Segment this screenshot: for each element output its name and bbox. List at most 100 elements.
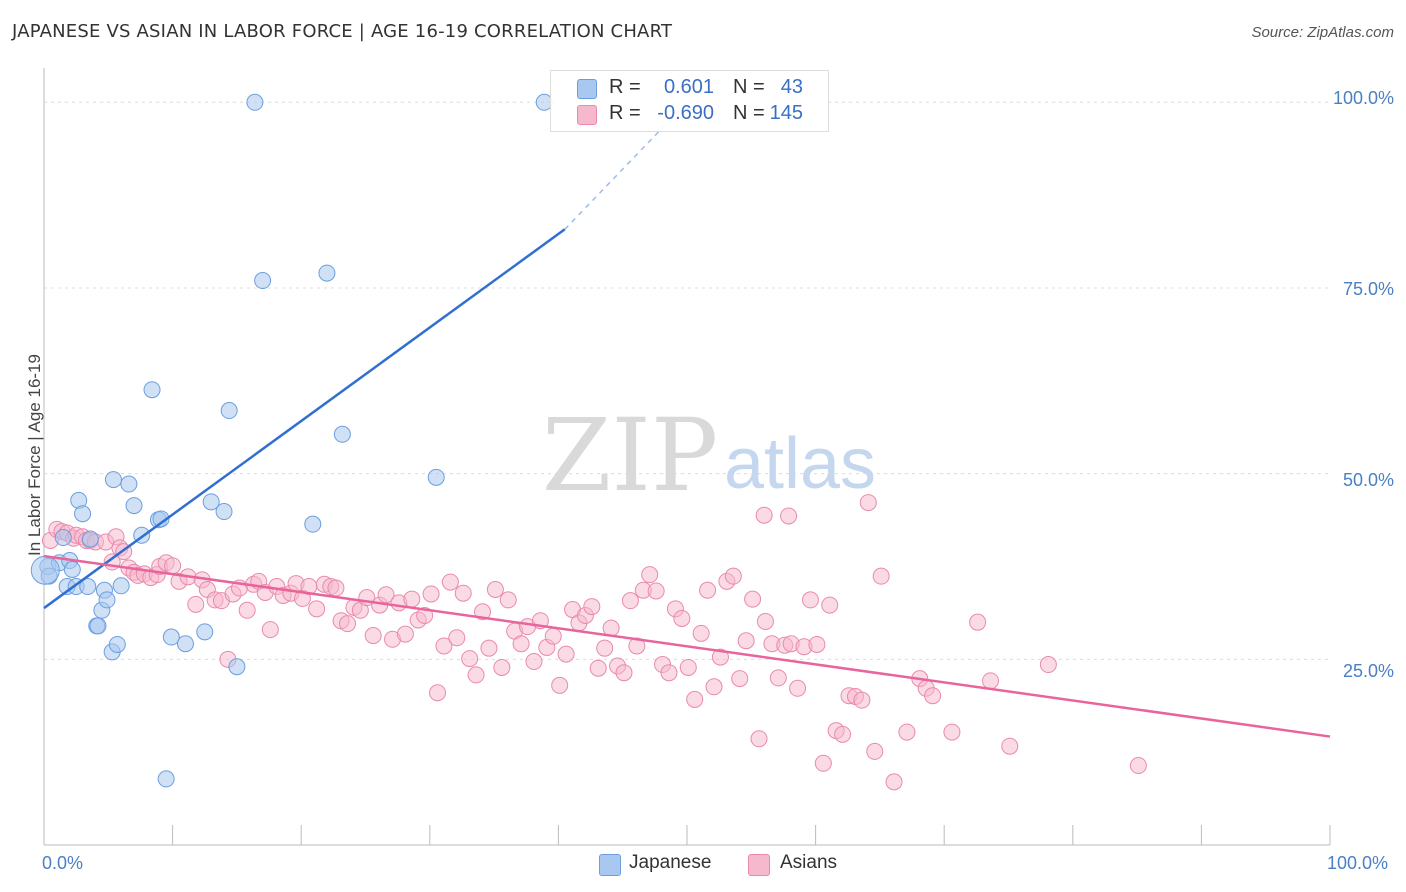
asians-point — [187, 595, 205, 613]
asians-point — [699, 581, 717, 599]
asians-point — [692, 624, 710, 642]
asians-point — [377, 586, 395, 604]
japanese-point — [228, 658, 246, 676]
japanese-point — [202, 493, 220, 511]
asians-swatch — [577, 105, 597, 125]
asians-point — [755, 506, 773, 524]
asians-point — [261, 621, 279, 639]
japanese-point — [108, 635, 126, 653]
japanese-point — [143, 381, 161, 399]
trend-lines — [43, 101, 1331, 738]
japanese-point — [63, 560, 81, 578]
y-tick-50: 50.0% — [1342, 470, 1394, 490]
asians-point — [403, 590, 421, 608]
japanese-point — [89, 617, 107, 635]
asians-point — [724, 567, 742, 585]
asians-point — [1039, 656, 1057, 674]
asians-legend-swatch — [748, 854, 770, 876]
asians-point — [396, 625, 414, 643]
legend-r-value-asians: -0.690 — [657, 102, 714, 124]
japanese-point — [120, 475, 138, 493]
asians-point — [525, 653, 543, 671]
japanese-points — [30, 93, 553, 788]
asians-point — [981, 672, 999, 690]
japanese-point — [112, 577, 130, 595]
asians-point — [737, 632, 755, 650]
y-axis-label: In Labor Force | Age 16-19 — [25, 354, 44, 556]
x-tick-100: 100.0% — [1327, 853, 1389, 873]
asians-point — [898, 723, 916, 741]
asians-point — [711, 648, 729, 666]
legend-n-label: N = — [733, 76, 765, 98]
asians-point — [544, 627, 562, 645]
japanese-point — [162, 628, 180, 646]
asians-point — [448, 629, 466, 647]
asians-point — [731, 670, 749, 688]
asians-point — [364, 627, 382, 645]
asians-point — [454, 584, 472, 602]
japanese-point — [79, 578, 97, 596]
asians-point — [924, 687, 942, 705]
asians-point — [853, 691, 871, 709]
asians-point — [780, 507, 798, 525]
asians-point — [435, 637, 453, 655]
japanese-point — [427, 468, 445, 486]
asians-point — [583, 598, 601, 616]
asians-point — [679, 658, 697, 676]
asians-point — [467, 666, 485, 684]
legend-r-label: R = — [609, 76, 641, 98]
legend-r-label: R = — [609, 102, 641, 124]
japanese-legend-swatch — [599, 854, 621, 876]
japanese-point — [54, 529, 72, 547]
asians-point — [589, 659, 607, 677]
legend-n-label: N = — [733, 102, 765, 124]
japanese-point — [176, 635, 194, 653]
watermark-atlas: atlas — [724, 424, 876, 504]
asians-point — [499, 591, 517, 609]
legend-row-japanese: R = 0.601 N = 43 — [551, 75, 828, 101]
asians-point — [705, 678, 723, 696]
asians-point — [686, 690, 704, 708]
japanese-point — [215, 503, 233, 521]
japanese-point — [318, 264, 336, 282]
asians-point — [943, 723, 961, 741]
asians-point — [486, 581, 504, 599]
asians-point — [673, 609, 691, 627]
asians-point — [308, 600, 326, 618]
asians-point — [859, 494, 877, 512]
asians-point — [429, 684, 447, 702]
asians-point — [238, 601, 256, 619]
asians-point — [621, 592, 639, 610]
x-tick-0: 0.0% — [42, 853, 84, 873]
asians-point — [814, 754, 832, 772]
asians-point — [512, 635, 530, 653]
legend-r-value-japanese: 0.601 — [663, 76, 714, 98]
legend-n-value-asians: 145 — [769, 102, 803, 124]
watermark-zip: ZIP — [542, 397, 718, 514]
asians-point — [801, 591, 819, 609]
japanese-point — [196, 623, 214, 641]
asians-point — [628, 637, 646, 655]
asians-point — [461, 650, 479, 668]
asians-point — [1129, 757, 1147, 775]
asians-point — [756, 612, 774, 630]
japanese-trend-line — [43, 228, 566, 610]
asians-point — [969, 613, 987, 631]
japanese-point — [98, 591, 116, 609]
asians-point — [769, 669, 787, 687]
asians-point — [866, 742, 884, 760]
asians-point — [647, 582, 665, 600]
y-tick-100: 100.0% — [1332, 88, 1394, 108]
asians-point — [557, 645, 575, 663]
asians-point — [596, 639, 614, 657]
asians-point — [821, 596, 839, 614]
japanese-point — [246, 93, 264, 111]
asians-point — [834, 725, 852, 743]
asians-point — [885, 773, 903, 791]
asians-point — [660, 664, 678, 682]
asians-point — [789, 679, 807, 697]
japanese-point — [157, 770, 175, 788]
y-tick-25: 25.0% — [1342, 661, 1394, 681]
asians-trend-line — [43, 554, 1331, 738]
